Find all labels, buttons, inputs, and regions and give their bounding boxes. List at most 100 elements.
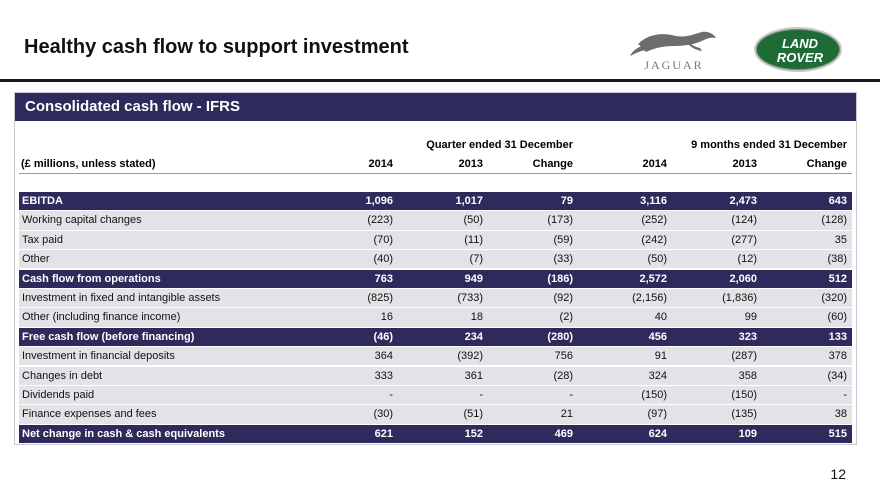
table-row: Changes in debt 333 361 (28) 324 358 (34) xyxy=(19,366,852,385)
row-value: (60) xyxy=(827,311,847,324)
row-value: 643 xyxy=(828,195,847,207)
row-value: 358 xyxy=(738,369,757,382)
row-value: 949 xyxy=(464,272,483,285)
row-value: (2) xyxy=(559,311,573,324)
row-value: (70) xyxy=(373,233,393,246)
row-value: 3,116 xyxy=(640,195,667,207)
table-row: Free cash flow (before financing) (46) 234… xyxy=(19,327,852,347)
column-header-q-change: Change xyxy=(532,158,573,170)
row-value: (1,836) xyxy=(722,291,757,304)
table-row: Net change in cash & cash equivalents 621… xyxy=(19,424,852,443)
row-label: Other (including finance income) xyxy=(22,311,181,324)
row-value: (11) xyxy=(464,233,483,246)
column-header-label: (£ millions, unless stated) xyxy=(21,158,156,170)
row-value: (252) xyxy=(641,214,667,227)
table-row: Investment in financial deposits 364 (392)… xyxy=(19,347,852,366)
slide-title: Healthy cash flow to support investment xyxy=(24,36,409,58)
row-value: 152 xyxy=(464,427,483,440)
row-value: - xyxy=(843,388,847,401)
row-value: - xyxy=(389,388,393,401)
row-label: Investment in fixed and intangible asset… xyxy=(22,291,221,304)
row-value: (50) xyxy=(463,214,483,227)
row-value: 621 xyxy=(374,427,393,440)
row-label: Free cash flow (before financing) xyxy=(22,330,195,343)
jaguar-wordmark: JAGUAR xyxy=(644,58,704,72)
row-label: Dividends paid xyxy=(22,388,95,401)
table-body: EBITDA 1,096 1,017 79 3,116 2,473 643 Working c… xyxy=(19,192,852,444)
page-number: 12 xyxy=(830,466,846,482)
row-value: (392) xyxy=(457,350,483,363)
table-row: Finance expenses and fees (30) (51) 21 (97) (… xyxy=(19,405,852,424)
row-value: 361 xyxy=(464,369,483,382)
row-value: 18 xyxy=(470,311,483,324)
row-value: 2,473 xyxy=(729,195,757,207)
row-value: (173) xyxy=(547,214,573,227)
row-value: (733) xyxy=(457,291,483,304)
row-value: (38) xyxy=(827,253,847,266)
jaguar-leaper-icon xyxy=(630,31,716,56)
row-value: (92) xyxy=(553,291,573,304)
cash-flow-panel: Consolidated cash flow - IFRS Quarter en… xyxy=(14,92,857,445)
row-value: (128) xyxy=(821,214,847,227)
row-value: (12) xyxy=(737,253,757,266)
row-value: (280) xyxy=(547,330,573,343)
group-header-quarter: Quarter ended 31 December xyxy=(426,139,573,151)
row-value: 333 xyxy=(374,369,393,382)
row-value: (97) xyxy=(647,408,667,421)
panel-header: Consolidated cash flow - IFRS xyxy=(15,93,856,121)
row-value: 323 xyxy=(738,330,757,343)
row-value: (277) xyxy=(731,233,757,246)
row-value: (50) xyxy=(647,253,667,266)
row-value: (59) xyxy=(553,233,573,246)
row-value: 756 xyxy=(554,350,573,363)
row-value: (320) xyxy=(821,291,847,304)
column-header-9m-change: Change xyxy=(806,158,847,170)
header-divider xyxy=(0,79,880,82)
row-value: 16 xyxy=(380,311,393,324)
row-value: - xyxy=(569,388,573,401)
jaguar-logo: JAGUAR xyxy=(628,24,720,74)
row-value: 21 xyxy=(560,408,573,421)
row-value: (223) xyxy=(367,214,393,227)
table-row: Other (including finance income) 16 18 (2) 4… xyxy=(19,308,852,327)
row-value: (150) xyxy=(641,388,667,401)
table-row: Tax paid (70) (11) (59) (242) (277) 35 xyxy=(19,230,852,250)
row-value: (2,156) xyxy=(632,291,667,304)
row-value: - xyxy=(479,388,483,401)
row-value: (186) xyxy=(547,272,573,285)
row-value: 91 xyxy=(654,350,667,363)
column-header-q-2013: 2013 xyxy=(458,158,483,170)
row-value: 35 xyxy=(834,233,847,246)
row-value: (7) xyxy=(469,253,483,266)
row-value: 79 xyxy=(560,195,573,207)
row-value: 109 xyxy=(738,427,757,440)
row-value: 624 xyxy=(648,427,667,440)
row-value: 378 xyxy=(828,350,847,363)
row-label: Finance expenses and fees xyxy=(22,408,157,421)
row-value: (46) xyxy=(373,330,393,343)
row-value: 1,096 xyxy=(365,195,393,207)
table-row: EBITDA 1,096 1,017 79 3,116 2,473 643 xyxy=(19,192,852,211)
row-value: 364 xyxy=(374,350,393,363)
row-value: 512 xyxy=(828,272,847,285)
row-value: 763 xyxy=(374,272,393,285)
row-value: 99 xyxy=(744,311,757,324)
row-value: (242) xyxy=(641,233,667,246)
row-value: (34) xyxy=(827,369,847,382)
row-value: 456 xyxy=(648,330,667,343)
row-value: 2,060 xyxy=(729,272,757,285)
row-label: Changes in debt xyxy=(22,369,103,382)
column-header-row: (£ millions, unless stated) 2014 2013 Ch… xyxy=(15,158,856,172)
land-rover-wordmark-line1: LAND xyxy=(781,36,819,51)
row-value: (33) xyxy=(553,253,573,266)
column-header-q-2014: 2014 xyxy=(368,158,393,170)
row-value: (287) xyxy=(731,350,757,363)
row-value: 515 xyxy=(828,427,847,440)
row-value: 469 xyxy=(554,427,573,440)
row-value: 234 xyxy=(464,330,483,343)
row-label: Other xyxy=(22,253,50,266)
row-value: 2,572 xyxy=(639,272,667,285)
group-header-nine-months: 9 months ended 31 December xyxy=(691,139,847,151)
panel-title: Consolidated cash flow - IFRS xyxy=(25,98,241,115)
row-value: (135) xyxy=(731,408,757,421)
